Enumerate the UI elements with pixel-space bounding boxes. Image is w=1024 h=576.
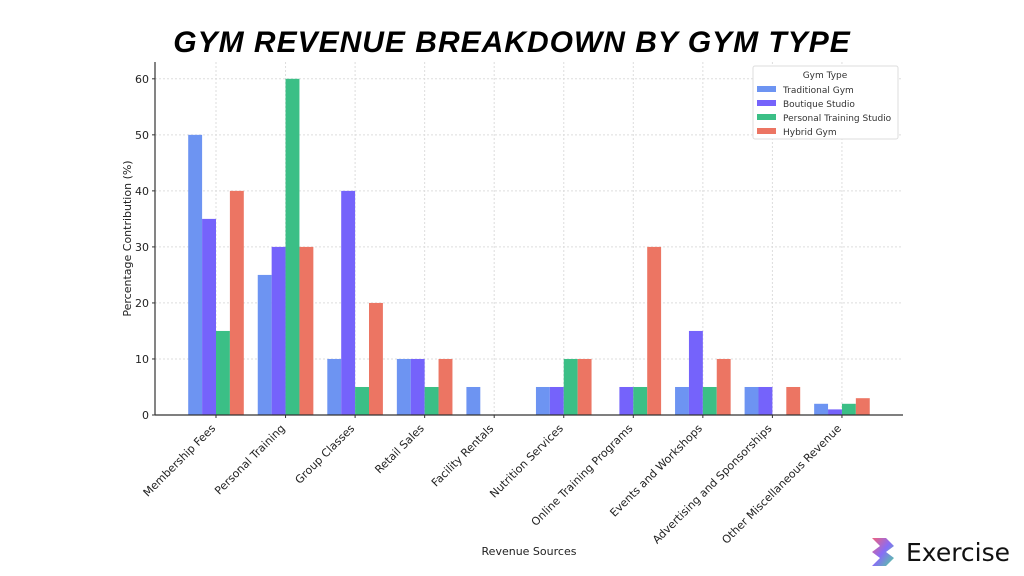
x-tick-label: Facility Rentals bbox=[429, 422, 497, 490]
bar-traditional-gym bbox=[744, 386, 759, 415]
bar-boutique-studio bbox=[271, 246, 286, 415]
bar-hybrid-gym bbox=[577, 358, 592, 415]
legend-title: Gym Type bbox=[803, 71, 848, 81]
legend-label: Hybrid Gym bbox=[783, 128, 837, 138]
bar-hybrid-gym bbox=[438, 358, 453, 415]
bar-personal-training-studio bbox=[355, 386, 369, 415]
bar-hybrid-gym bbox=[855, 398, 870, 415]
x-tick-label: Retail Sales bbox=[372, 422, 427, 477]
bar-boutique-studio bbox=[619, 386, 634, 415]
bar-personal-training-studio bbox=[841, 403, 856, 415]
bar-traditional-gym bbox=[257, 274, 272, 415]
legend-swatch bbox=[757, 100, 776, 106]
bar-boutique-studio bbox=[549, 386, 564, 415]
x-tick-label: Advertising and Sponsorships bbox=[650, 422, 775, 547]
bar-traditional-gym bbox=[814, 403, 829, 415]
bar-hybrid-gym bbox=[229, 190, 244, 415]
bar-personal-training-studio bbox=[702, 386, 717, 415]
y-tick-label: 40 bbox=[135, 185, 149, 198]
bar-boutique-studio bbox=[202, 218, 216, 415]
x-tick-label: Other Miscellaneous Revenue bbox=[719, 422, 844, 547]
bar-traditional-gym bbox=[675, 386, 689, 415]
bar-traditional-gym bbox=[396, 358, 411, 415]
bar-personal-training-studio bbox=[633, 386, 648, 415]
bar-personal-training-studio bbox=[216, 330, 230, 415]
bar-traditional-gym bbox=[327, 358, 342, 415]
chart-title: GYM REVENUE BREAKDOWN BY GYM TYPE bbox=[173, 26, 851, 59]
bar-boutique-studio bbox=[828, 409, 842, 415]
bar-personal-training-studio bbox=[563, 358, 578, 415]
exercise-logo-icon bbox=[872, 538, 894, 566]
bar-hybrid-gym bbox=[716, 358, 731, 415]
legend-swatch bbox=[757, 86, 776, 92]
bar-hybrid-gym bbox=[786, 386, 801, 415]
y-tick-label: 10 bbox=[135, 353, 149, 366]
legend-swatch bbox=[757, 114, 776, 120]
bar-traditional-gym bbox=[466, 386, 481, 415]
bar-personal-training-studio bbox=[424, 386, 439, 415]
bar-personal-training-studio bbox=[285, 78, 300, 416]
bar-traditional-gym bbox=[188, 134, 203, 416]
bar-boutique-studio bbox=[688, 330, 703, 415]
y-tick-label: 0 bbox=[142, 409, 149, 422]
brand-logo: Exercise bbox=[868, 536, 1010, 568]
y-tick-label: 20 bbox=[135, 297, 149, 310]
bar-boutique-studio bbox=[341, 190, 356, 415]
bar-boutique-studio bbox=[410, 358, 425, 415]
y-axis-label: Percentage Contribution (%) bbox=[121, 160, 134, 316]
legend-box bbox=[752, 65, 899, 140]
y-tick-label: 60 bbox=[135, 73, 149, 86]
x-tick-label: Membership Fees bbox=[141, 422, 219, 500]
legend-swatch bbox=[757, 128, 776, 134]
x-axis-label: Revenue Sources bbox=[482, 545, 577, 558]
bar-boutique-studio bbox=[758, 386, 773, 415]
legend-label: Boutique Studio bbox=[783, 100, 855, 110]
x-tick-label: Group Classes bbox=[293, 422, 358, 487]
legend-label: Traditional Gym bbox=[782, 86, 854, 96]
y-tick-label: 50 bbox=[135, 129, 149, 142]
legend-label: Personal Training Studio bbox=[783, 114, 892, 124]
bar-hybrid-gym bbox=[369, 302, 383, 415]
brand-name: Exercise bbox=[906, 537, 1011, 567]
x-tick-label: Nutrition Services bbox=[487, 422, 566, 501]
bar-hybrid-gym bbox=[647, 246, 662, 415]
y-tick-label: 30 bbox=[135, 241, 149, 254]
bar-hybrid-gym bbox=[299, 246, 314, 415]
x-tick-label: Personal Training bbox=[212, 422, 287, 497]
bar-traditional-gym bbox=[535, 386, 550, 415]
